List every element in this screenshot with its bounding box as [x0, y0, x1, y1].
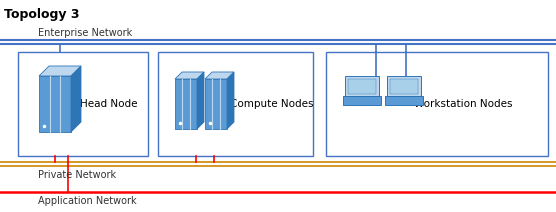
Bar [343, 95, 381, 105]
Bar [348, 78, 376, 93]
Bar [175, 79, 197, 129]
Polygon shape [175, 72, 204, 79]
Bar [18, 52, 148, 156]
Text: Application Network: Application Network [38, 196, 137, 206]
Bar [158, 52, 313, 156]
Polygon shape [39, 66, 81, 76]
Bar [39, 76, 71, 132]
Polygon shape [227, 72, 234, 129]
Bar [385, 95, 423, 105]
Polygon shape [197, 72, 204, 129]
Polygon shape [205, 72, 234, 79]
Bar [345, 75, 379, 95]
Text: Compute Nodes: Compute Nodes [230, 99, 314, 109]
Bar [205, 79, 227, 129]
Bar [387, 75, 421, 95]
Bar [326, 52, 548, 156]
Bar [390, 78, 418, 93]
Text: Private Network: Private Network [38, 170, 116, 180]
Text: Workstation Nodes: Workstation Nodes [414, 99, 513, 109]
Text: Enterprise Network: Enterprise Network [38, 28, 132, 38]
Text: Head Node: Head Node [80, 99, 137, 109]
Text: Topology 3: Topology 3 [4, 8, 80, 21]
Polygon shape [71, 66, 81, 132]
